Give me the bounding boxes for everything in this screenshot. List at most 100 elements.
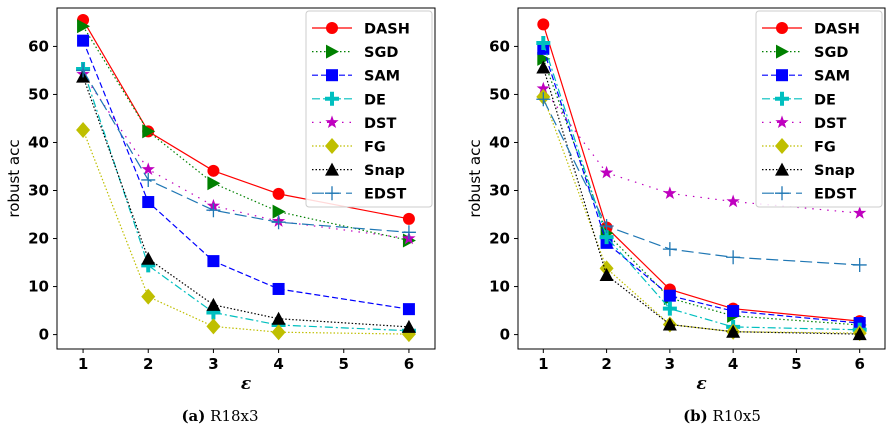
legend: DASH SGD SAM DE DST FG Snap EDST <box>305 10 433 208</box>
y-tick-label: 10 <box>28 278 49 296</box>
x-tick-label: 3 <box>665 355 675 373</box>
legend-item-de: DE <box>312 91 386 108</box>
data-point-edst <box>599 219 614 234</box>
data-point-sam <box>77 34 90 47</box>
data-point-dash <box>272 187 285 200</box>
series-snap <box>536 60 867 341</box>
legend-marker <box>325 91 339 106</box>
y-tick-label: 30 <box>28 182 49 200</box>
caption-b-text: R10x5 <box>712 407 761 425</box>
series-edst <box>76 63 416 240</box>
series-line-snap <box>542 67 860 335</box>
series-edst <box>536 92 867 272</box>
data-point-sam <box>663 289 676 302</box>
data-point-snap <box>206 297 221 311</box>
data-point-sam <box>727 305 740 318</box>
data-point-snap <box>852 327 867 341</box>
series-line-fg <box>82 129 409 335</box>
legend-label: Snap <box>364 163 405 179</box>
legend-marker <box>775 91 789 106</box>
y-axis-label: robust acc <box>466 139 484 217</box>
data-point-sam <box>142 196 155 209</box>
legend-box <box>755 10 883 208</box>
legend-item-sgd: SGD <box>312 44 398 61</box>
legend-marker <box>325 186 339 201</box>
legend-item-snap: Snap <box>762 162 855 179</box>
series-line-sam <box>542 48 860 324</box>
data-point-snap <box>662 317 677 331</box>
data-point-edst <box>271 215 286 230</box>
legend-item-de: DE <box>762 91 836 108</box>
data-point-fg <box>76 121 91 138</box>
legend-item-sam: SAM <box>762 69 850 85</box>
series-line-edst <box>82 70 409 233</box>
data-point-snap <box>401 319 416 333</box>
series-snap <box>76 69 416 333</box>
data-point-sam <box>207 255 220 268</box>
data-point-dash <box>207 164 220 177</box>
x-axis-label: ε <box>696 374 706 394</box>
x-tick-label: 6 <box>854 355 864 373</box>
legend-marker <box>776 69 788 82</box>
data-point-edst <box>662 242 677 257</box>
data-point-sam <box>402 303 415 316</box>
data-point-de <box>536 36 551 51</box>
legend-item-dash: DASH <box>762 22 860 38</box>
data-point-sam <box>272 282 285 295</box>
legend-label: Snap <box>814 163 855 179</box>
data-point-dst <box>853 206 867 219</box>
y-tick-label: 40 <box>28 133 49 151</box>
data-point-edst <box>76 63 91 78</box>
legend-marker <box>775 115 789 129</box>
legend-label: SAM <box>364 69 400 85</box>
y-tick-label: 50 <box>28 85 49 103</box>
legend-label: DASH <box>364 22 410 38</box>
legend-item-fg: FG <box>762 138 836 156</box>
x-tick-label: 6 <box>404 355 414 373</box>
legend-label: DST <box>814 116 846 132</box>
legend-label: DASH <box>814 22 860 38</box>
data-point-dst <box>536 81 550 95</box>
legend-item-fg: FG <box>312 138 386 156</box>
legend-marker <box>776 22 788 34</box>
data-point-dst <box>141 162 155 176</box>
legend-item-dst: DST <box>762 115 846 132</box>
x-tick-label: 3 <box>208 355 218 373</box>
data-point-de <box>662 301 677 316</box>
data-point-snap <box>536 60 551 74</box>
legend-label: SGD <box>814 45 848 61</box>
legend-label: DE <box>364 92 386 108</box>
y-tick-label: 10 <box>489 278 510 296</box>
data-point-edst <box>852 257 867 272</box>
data-point-edst <box>141 172 156 187</box>
data-point-sgd <box>207 176 221 191</box>
data-point-dst <box>599 165 614 179</box>
data-point-snap <box>141 251 156 265</box>
legend-item-dash: DASH <box>312 22 410 38</box>
legend-marker <box>775 162 789 176</box>
y-tick-label: 40 <box>489 133 510 151</box>
plot-frame <box>56 7 436 350</box>
y-tick-label: 20 <box>28 230 49 248</box>
data-point-edst <box>401 225 416 240</box>
legend-marker <box>776 44 789 59</box>
legend-label: EDST <box>814 187 856 203</box>
legend-marker <box>775 186 789 201</box>
x-tick-label: 2 <box>143 355 153 373</box>
data-point-fg <box>206 318 221 335</box>
x-tick-label: 5 <box>339 355 349 373</box>
data-point-edst <box>536 92 551 107</box>
data-point-fg <box>141 288 156 305</box>
legend-box <box>305 10 433 208</box>
data-point-dst <box>726 194 740 208</box>
legend-label: DE <box>814 92 836 108</box>
x-tick-label: 5 <box>791 355 801 373</box>
series-line-dst <box>82 73 410 240</box>
legend-item-sgd: SGD <box>762 44 848 61</box>
data-point-edst <box>726 250 741 265</box>
legend-marker <box>326 44 339 59</box>
legend-label: SAM <box>814 69 850 85</box>
legend-marker <box>775 138 789 154</box>
data-point-sgd <box>272 204 286 219</box>
legend-label: FG <box>814 140 836 156</box>
